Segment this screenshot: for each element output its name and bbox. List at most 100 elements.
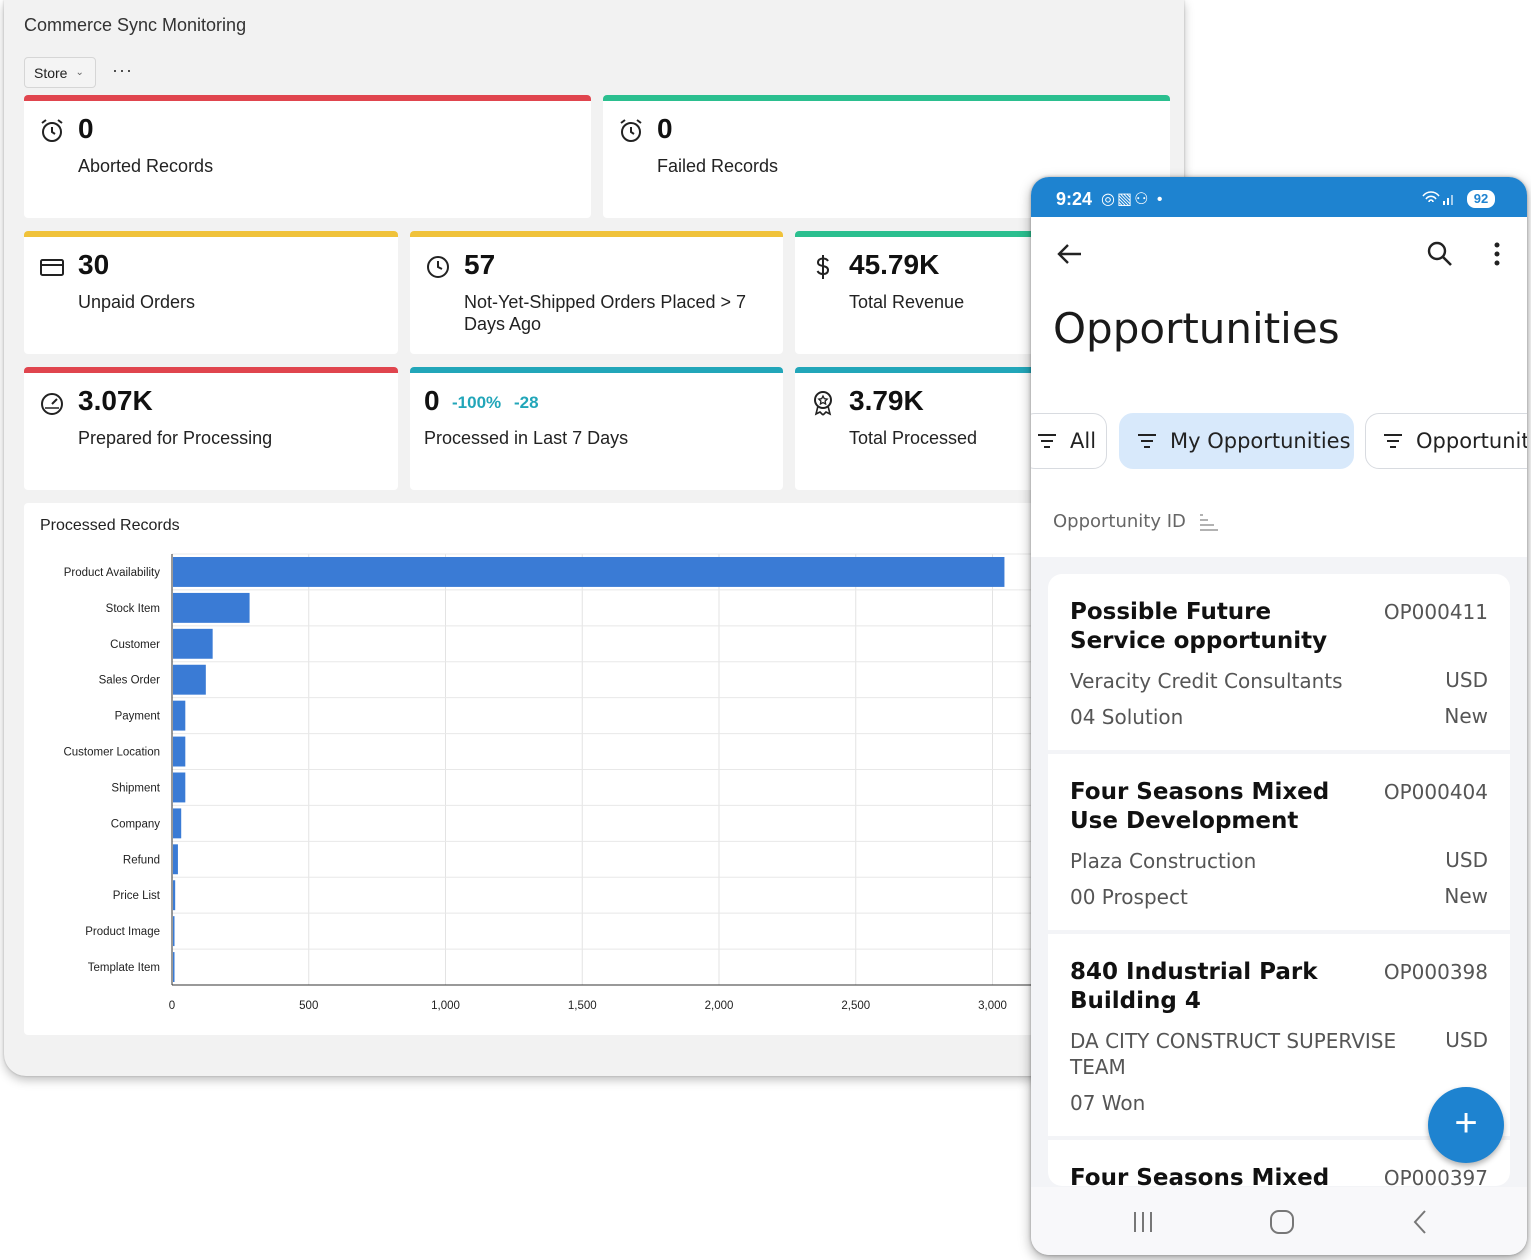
card-accent-bar — [410, 367, 783, 373]
category-label: Stock Item — [106, 603, 160, 615]
kebab-menu-icon[interactable] — [1485, 239, 1509, 269]
app-header: Opportunities All My Opportunities Oppor… — [1031, 217, 1527, 557]
chevron-down-icon: ⌄ — [75, 67, 84, 78]
filter-icon — [1138, 434, 1156, 448]
opportunity-name: Four Seasons Mixed Use — [1070, 1165, 1330, 1186]
kpi-card-prepared[interactable]: 3.07K Prepared for Processing — [24, 367, 398, 490]
kpi-label: Prepared for Processing — [78, 428, 273, 448]
kpi-value: 45.79K — [849, 249, 940, 280]
kpi-label: Not-Yet-Shipped Orders Placed > 7 Days A… — [464, 292, 746, 334]
bar-chart: 0 500 1,000 1,500 2,000 2,500 3,000 Product Ava… — [63, 553, 1184, 1012]
clock-icon — [427, 256, 449, 278]
battery-level: 92 — [1467, 190, 1495, 208]
x-tick-label: 2,000 — [705, 1000, 734, 1012]
dollar-icon — [816, 255, 830, 279]
category-label: Refund — [123, 854, 160, 866]
x-tick-label: 0 — [169, 1000, 175, 1012]
account-name: DA CITY CONSTRUCT SUPERVISE TEAM — [1070, 1029, 1397, 1079]
bar-refund — [173, 844, 178, 875]
notification-icons: ◎▧⚇ • — [1101, 191, 1165, 208]
more-options-button[interactable]: ··· — [112, 60, 133, 80]
kpi-value: 3.79K — [849, 385, 924, 416]
delta-absolute: -28 — [514, 393, 539, 412]
x-tick-label: 3,000 — [978, 1000, 1007, 1012]
recent-apps-icon[interactable] — [1128, 1207, 1158, 1237]
x-tick-label: 1,500 — [568, 1000, 597, 1012]
card-accent-bar — [24, 231, 398, 237]
bar-template-item — [173, 952, 175, 982]
list-item[interactable]: Possible Future Service opportunity OP00… — [1048, 574, 1510, 754]
card-accent-bar — [410, 231, 783, 237]
x-tick-label: 1,000 — [431, 1000, 460, 1012]
card-accent-bar — [24, 95, 591, 101]
processed-records-chart: Processed Records 0 500 1,000 1,500 2,000 2,5… — [24, 503, 1184, 1035]
category-label: Customer — [110, 639, 160, 651]
filter-chip-label: All — [1070, 429, 1097, 453]
opportunity-id: OP000411 — [1383, 600, 1488, 624]
category-label: Product Availability — [64, 567, 161, 579]
card-accent-bar — [795, 231, 1170, 237]
filter-chip-opportunity[interactable]: Opportunity — [1365, 413, 1527, 469]
currency: USD — [1445, 848, 1488, 872]
category-label: Shipment — [111, 782, 160, 794]
back-icon[interactable] — [1406, 1207, 1436, 1237]
add-opportunity-button[interactable]: + — [1428, 1087, 1504, 1163]
dashboard-window: Commerce Sync Monitoring Store ⌄ ··· 0 A… — [4, 0, 1184, 1076]
kpi-label: Failed Records — [657, 156, 779, 176]
page-title: Opportunities — [1053, 304, 1340, 353]
opportunity-id: OP000397 — [1383, 1166, 1488, 1186]
kpi-label: Total Processed — [849, 428, 978, 448]
category-label: Product Image — [85, 926, 160, 938]
sort-icon — [1199, 513, 1218, 531]
bar-shipment — [173, 772, 186, 803]
opportunity-id: OP000398 — [1383, 960, 1488, 984]
opportunity-list[interactable]: Possible Future Service opportunity OP00… — [1048, 574, 1510, 1186]
filter-icon — [1038, 434, 1056, 448]
bar-product-availability — [173, 557, 1005, 587]
bar-product-image — [173, 916, 175, 947]
kpi-label: Unpaid Orders — [78, 292, 196, 312]
card-accent-bar — [603, 95, 1170, 101]
back-arrow-icon[interactable] — [1055, 239, 1085, 269]
home-icon[interactable] — [1267, 1207, 1297, 1237]
filter-chip-my-opportunities[interactable]: My Opportunities — [1119, 413, 1354, 469]
bar-stock-item — [173, 592, 250, 623]
kpi-card-aborted[interactable]: 0 Aborted Records — [24, 95, 591, 218]
category-label: Company — [111, 818, 160, 830]
opportunity-id: OP000404 — [1383, 780, 1488, 804]
category-label: Price List — [113, 890, 161, 902]
status: New — [1444, 704, 1488, 728]
kpi-label: Processed in Last 7 Days — [424, 428, 629, 448]
delta-percent: -100% — [452, 393, 502, 412]
category-label: Payment — [115, 711, 161, 723]
store-filter-button[interactable]: Store ⌄ — [24, 57, 96, 88]
bar-price-list — [173, 880, 176, 911]
bar-customer-location — [173, 736, 186, 767]
bar-sales-order — [173, 664, 206, 695]
list-item[interactable]: Four Seasons Mixed Use Development OP000… — [1048, 754, 1510, 934]
category-label: Customer Location — [63, 747, 160, 759]
bar-company — [173, 808, 182, 839]
wifi-signal-icon — [1422, 191, 1453, 205]
alarm-clock-icon — [620, 119, 642, 142]
opportunity-name: Possible Future Service opportunity — [1070, 599, 1328, 654]
kpi-value: 0 — [424, 385, 440, 416]
kpi-label: Total Revenue — [849, 292, 965, 312]
account-name: Veracity Credit Consultants — [1070, 669, 1343, 693]
alarm-clock-icon — [41, 119, 63, 142]
kpi-value: 0 — [78, 113, 94, 144]
kpi-card-unpaid-orders[interactable]: 30 Unpaid Orders — [24, 231, 398, 354]
stage: 00 Prospect — [1070, 885, 1188, 909]
stage: 07 Won — [1070, 1091, 1146, 1115]
filter-chip-all[interactable]: All — [1031, 413, 1107, 469]
kpi-card-processed-7-days[interactable]: 0 -100% -28 Processed in Last 7 Days — [410, 367, 783, 490]
sort-selector[interactable]: Opportunity ID — [1053, 511, 1220, 532]
kpi-card-not-yet-shipped[interactable]: 57 Not-Yet-Shipped Orders Placed > 7 Day… — [410, 231, 783, 354]
list-item[interactable]: Four Seasons Mixed Use OP000397 — [1048, 1140, 1510, 1186]
x-tick-label: 2,500 — [841, 1000, 870, 1012]
filter-icon — [1384, 434, 1402, 448]
search-icon[interactable] — [1425, 239, 1455, 269]
bar-payment — [173, 700, 186, 731]
opportunity-name: 840 Industrial Park Building 4 — [1070, 959, 1318, 1014]
kpi-value: 3.07K — [78, 385, 153, 416]
